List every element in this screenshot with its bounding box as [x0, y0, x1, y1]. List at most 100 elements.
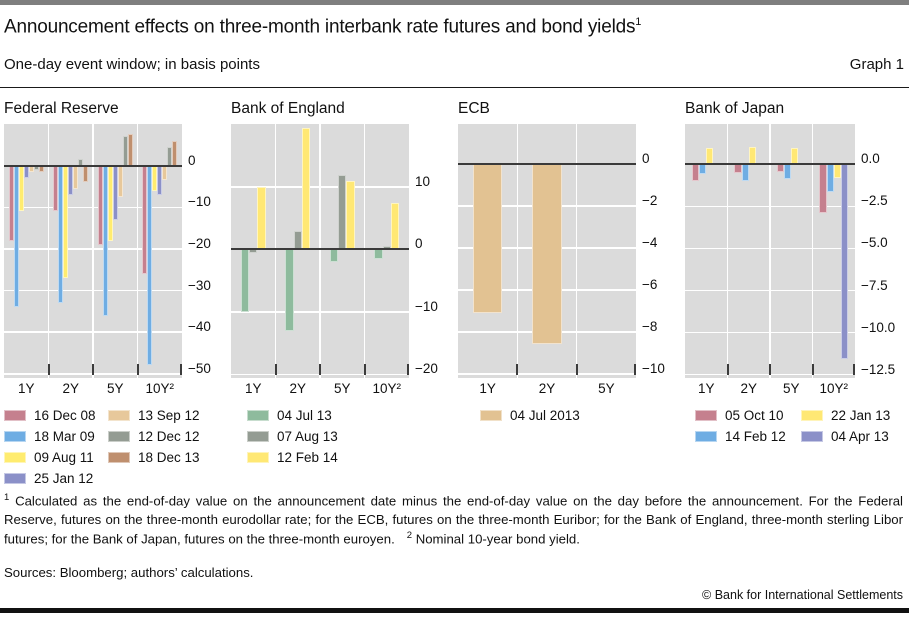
legend-label: 12 Feb 14 — [277, 450, 338, 465]
bar-13-sep-12-5y — [117, 165, 123, 197]
panel-title: Bank of Japan — [685, 100, 785, 117]
legend-swatch — [4, 431, 26, 442]
legend-label: 22 Jan 13 — [831, 408, 891, 423]
gridline — [458, 373, 636, 375]
legend-label: 18 Mar 09 — [34, 429, 95, 444]
gridline-vertical — [274, 124, 277, 378]
x-axis-category-label: 1Y — [697, 381, 715, 396]
x-axis-category-label: 10Y² — [145, 381, 175, 396]
y-axis-tick-label: −30 — [188, 277, 211, 293]
plot-area — [458, 124, 636, 378]
legend-label: 04 Apr 13 — [831, 429, 889, 444]
legend-swatch — [480, 410, 502, 421]
plot-row: 0 −10 −20 −30 −40 −50 — [0, 124, 227, 378]
gridline-vertical — [811, 124, 814, 378]
y-axis-tick-label: −10 — [415, 298, 438, 314]
footnote-1-marker: 1 — [4, 492, 10, 503]
x-axis-category-label: 5Y — [598, 381, 615, 396]
bar-18-mar-09-10y — [147, 165, 153, 366]
bar-22-jan-13-10y — [833, 164, 841, 178]
x-axis-category-label: 2Y — [62, 381, 80, 396]
x-axis-category-label: 2Y — [538, 381, 556, 396]
legend-column: 22 Jan 13 04 Apr 13 — [801, 405, 907, 447]
x-axis-tick — [811, 364, 814, 375]
legend-item: 14 Feb 12 — [695, 426, 801, 447]
plot-area — [231, 124, 409, 378]
legend-label: 07 Aug 13 — [277, 429, 338, 444]
legend-item: 07 Aug 13 — [247, 426, 351, 447]
legend-column: 05 Oct 10 14 Feb 12 — [695, 405, 801, 447]
y-axis-tick-label: −20 — [188, 235, 211, 251]
bar-22-jan-13-1y — [706, 147, 714, 165]
x-axis-category-label: 10Y² — [372, 381, 402, 396]
bar-18-dec-13-10y — [172, 140, 178, 166]
x-axis-labels: 1Y 2Y 5Y — [454, 378, 681, 398]
legend-label: 16 Dec 08 — [34, 408, 96, 423]
bar-13-sep-12-2y — [73, 165, 79, 189]
legend-item: 12 Feb 14 — [247, 447, 351, 468]
legend-swatch — [801, 431, 823, 442]
x-axis-labels: 1Y 2Y 5Y 10Y² — [227, 378, 454, 398]
legend-item: 04 Jul 13 — [247, 405, 351, 426]
x-axis-labels: 1Y 2Y 5Y 10Y² — [0, 378, 227, 398]
x-axis-tick — [47, 364, 50, 375]
legend-label: 04 Jul 2013 — [510, 408, 580, 423]
legend-item: 18 Mar 09 — [4, 426, 108, 447]
copyright: © Bank for International Settlements — [702, 588, 903, 602]
subtitle-row: One-day event window; in basis points Gr… — [4, 56, 904, 73]
legend-item: 25 Jan 12 — [4, 468, 108, 489]
legend-label: 25 Jan 12 — [34, 471, 94, 486]
legend-swatch — [108, 452, 130, 463]
y-axis-tick-label: −10.0 — [861, 319, 896, 335]
charts-row: Federal Reserve 0 −10 −20 −30 −40 −50 1Y 2Y 5Y 10Y… — [0, 97, 909, 489]
zero-axis-line — [231, 248, 409, 251]
legend-label: 12 Dec 12 — [138, 429, 200, 444]
y-axis-tick-label: −12.5 — [861, 361, 896, 377]
x-axis-category-label: 1Y — [479, 381, 496, 396]
gridline-vertical — [319, 124, 321, 378]
chart-panel-bank-of-japan: Bank of Japan 0.0 −2.5 −5.0 −7.5 −10.0 −12.5 1Y… — [681, 97, 909, 447]
legend-swatch — [801, 410, 823, 421]
bar-14-feb-12-5y — [784, 164, 792, 180]
x-axis-tick — [92, 364, 94, 375]
y-axis-labels: 0 −2 −4 −6 −8 −10 — [636, 124, 681, 378]
y-axis-tick-label: −5.0 — [861, 235, 888, 251]
chart-panel-bank-of-england: Bank of England 10 0 −10 −20 1Y 2Y 5Y 10Y² 04 Jul… — [227, 97, 454, 468]
gridline-vertical — [575, 124, 578, 378]
y-axis-tick-label: 0 — [642, 150, 650, 166]
footnote-1-text: Calculated as the end-of-day value on th… — [4, 493, 903, 547]
gridline-vertical — [136, 124, 139, 378]
bar-04-jul-13-5y — [329, 249, 339, 262]
x-axis-tick — [136, 364, 139, 375]
legend-label: 09 Aug 11 — [34, 450, 94, 465]
legend-swatch — [108, 431, 130, 442]
plot-row: 10 0 −10 −20 — [227, 124, 454, 378]
bar-05-oct-10-5y — [776, 164, 785, 172]
legend-swatch — [247, 431, 269, 442]
legend-label: 04 Jul 13 — [277, 408, 332, 423]
legend-label: 05 Oct 10 — [725, 408, 784, 423]
bar-04-jul-13-2y — [285, 249, 294, 331]
x-axis-tick — [575, 364, 578, 375]
bar-14-feb-12-2y — [741, 164, 749, 182]
chart-panel-federal-reserve: Federal Reserve 0 −10 −20 −30 −40 −50 1Y 2Y 5Y 10Y… — [0, 97, 227, 489]
y-axis-tick-label: −2 — [642, 192, 658, 208]
bar-12-feb-14-2y — [301, 127, 311, 250]
x-axis-category-label: 10Y² — [819, 381, 849, 396]
legend-swatch — [108, 410, 130, 421]
legend: 16 Dec 08 18 Mar 09 09 Aug 11 25 Jan 12 13 S… — [0, 405, 227, 489]
y-axis-tick-label: 0 — [188, 152, 196, 168]
x-axis-category-label: 2Y — [289, 381, 307, 396]
legend-swatch — [247, 452, 269, 463]
bar-14-feb-12-1y — [699, 164, 707, 175]
legend: 04 Jul 2013 — [454, 405, 681, 426]
x-axis-tick — [363, 364, 366, 375]
y-axis-tick-label: −7.5 — [861, 277, 888, 293]
x-axis-category-label: 1Y — [17, 381, 35, 396]
x-axis-tick — [769, 364, 771, 375]
legend-item: 04 Jul 2013 — [480, 405, 584, 426]
bar-12-feb-14-10y — [390, 202, 400, 250]
footnote: 1 Calculated as the end-of-day value on … — [4, 491, 903, 549]
y-axis-tick-label: −50 — [188, 360, 211, 376]
